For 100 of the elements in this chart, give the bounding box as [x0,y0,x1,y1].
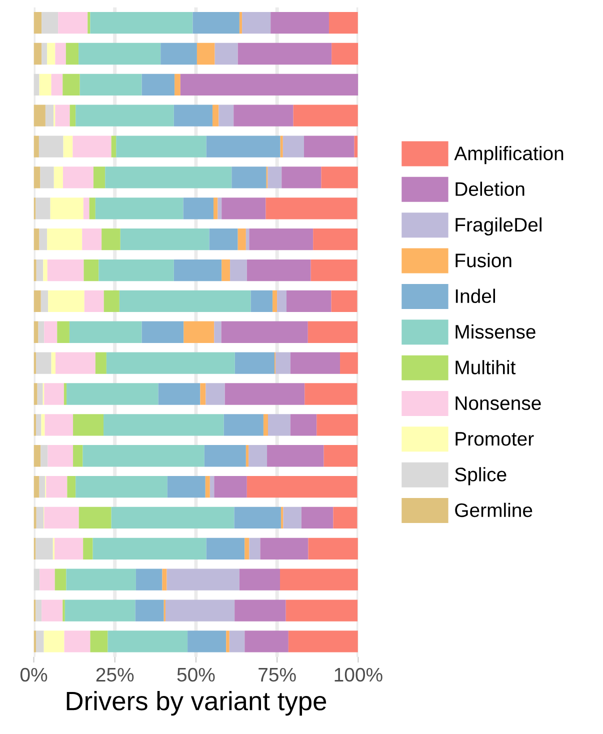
bar [270,12,329,34]
bar [268,414,290,436]
legend-label: Deletion [456,182,524,196]
bar [83,538,93,560]
legend-label: Fusion [456,253,512,268]
bar [44,321,58,343]
bar [36,198,50,220]
bar [45,104,54,126]
bar [37,383,43,405]
bar [218,198,222,220]
bar [206,538,245,560]
bar [83,198,90,220]
bar [41,414,45,436]
bar [43,259,48,282]
bar [93,166,106,188]
bar [92,538,206,560]
bar [280,568,358,590]
legend-label: Splice [455,467,506,486]
bar [34,506,36,529]
bar [230,259,247,282]
bar [34,290,41,312]
bar [290,352,340,374]
bar [301,506,334,529]
bar [95,198,184,220]
bar [232,166,266,188]
bar [249,228,314,250]
bar [90,12,193,34]
bar [324,445,358,467]
bar [304,383,358,405]
x-tick-label: 0% [20,668,48,682]
bar [239,568,280,590]
bar [340,352,358,374]
bar [34,104,46,126]
bar [214,476,247,498]
bar [84,259,99,282]
bar [73,414,104,436]
bar [55,104,70,126]
bar [280,136,283,158]
bar [66,42,79,65]
bar [165,600,235,622]
legend-label: Multihit [456,360,516,374]
x-tick-label: 25% [96,668,134,682]
bar [321,166,358,188]
bar [36,259,44,282]
bar [56,352,96,374]
bar [192,12,240,34]
bar [244,538,250,560]
bar [106,352,235,374]
bar [166,568,240,590]
bar [51,352,56,374]
bar [44,414,74,436]
bar [184,321,214,343]
bar [212,104,219,126]
bar [62,166,94,188]
bar [293,104,358,126]
bar [95,352,106,374]
x-tick-label: 50% [177,668,215,682]
legend-label: FragileDel [456,217,542,236]
bar [42,600,63,622]
bar [80,74,142,96]
bar [90,630,108,652]
bar [277,290,286,312]
bar [46,476,68,498]
bar [238,42,332,65]
bar [54,538,84,560]
bar [54,166,63,188]
bar [57,321,70,343]
bar [313,228,358,250]
bar [286,600,358,622]
bar [174,74,180,96]
bar [54,568,66,590]
bar [38,321,44,343]
bar [104,414,224,436]
bar [34,228,40,250]
bar [116,136,206,158]
bar [304,136,354,158]
bar [64,600,136,622]
bar [238,228,246,250]
bar [66,568,136,590]
bar [34,74,40,96]
bar [316,414,358,436]
bar [328,12,358,34]
bar [188,630,226,652]
bar [70,104,76,126]
bar [34,383,38,405]
bar [226,630,230,652]
bar [36,352,52,374]
bar [34,42,42,65]
bar [40,568,55,590]
bar [234,506,281,529]
bar [67,476,76,498]
x-tick-label: 100% [334,668,382,682]
bar [39,228,48,250]
bar [158,383,200,405]
bar [119,290,251,312]
bar [84,290,104,312]
bar [234,352,274,374]
bar [331,290,358,312]
bar [290,414,317,436]
bar [44,506,79,529]
